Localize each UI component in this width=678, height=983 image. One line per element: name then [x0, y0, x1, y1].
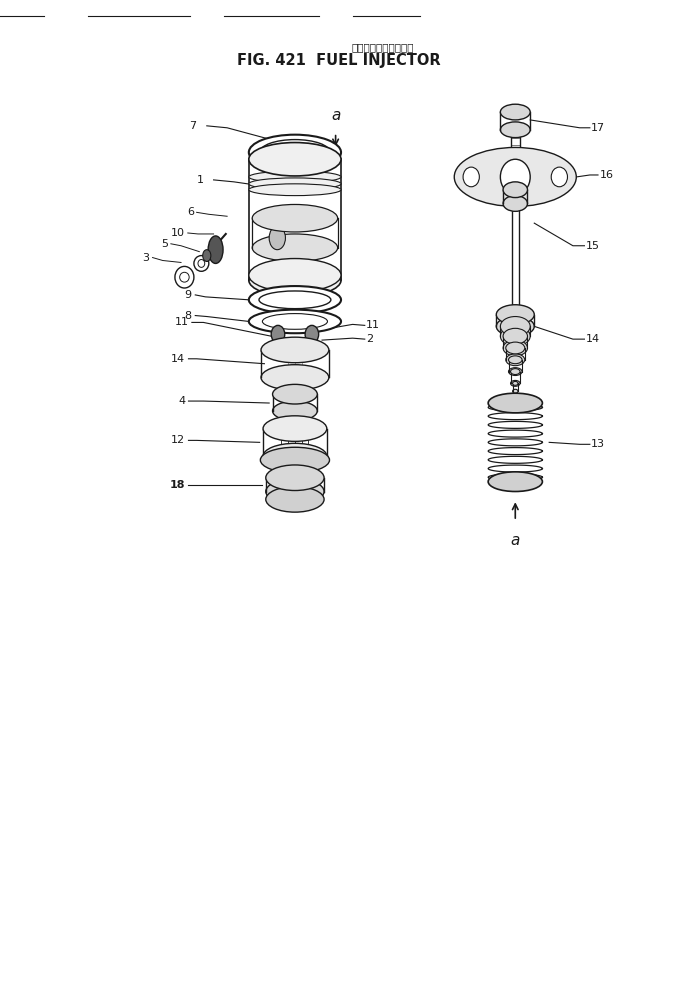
Ellipse shape: [180, 272, 189, 282]
Ellipse shape: [500, 122, 530, 138]
Ellipse shape: [203, 250, 211, 261]
Ellipse shape: [249, 171, 341, 183]
Text: 3: 3: [142, 253, 149, 262]
Ellipse shape: [261, 365, 329, 390]
Ellipse shape: [273, 384, 317, 404]
Text: 5: 5: [161, 239, 168, 249]
Ellipse shape: [249, 135, 341, 170]
Ellipse shape: [249, 178, 341, 190]
Ellipse shape: [198, 260, 205, 267]
Ellipse shape: [513, 389, 518, 393]
Ellipse shape: [508, 310, 522, 319]
Ellipse shape: [249, 143, 341, 176]
Ellipse shape: [261, 337, 329, 363]
Ellipse shape: [249, 263, 341, 297]
Ellipse shape: [263, 416, 327, 441]
Text: 18: 18: [170, 480, 185, 490]
Text: FIG. 421  FUEL INJECTOR: FIG. 421 FUEL INJECTOR: [237, 53, 441, 69]
Text: 2: 2: [366, 334, 374, 344]
Ellipse shape: [249, 310, 341, 333]
Ellipse shape: [511, 380, 520, 386]
Ellipse shape: [500, 317, 530, 336]
Ellipse shape: [194, 256, 209, 271]
Ellipse shape: [263, 443, 327, 469]
Text: 11: 11: [366, 320, 380, 330]
Text: 7: 7: [189, 121, 197, 131]
Ellipse shape: [266, 487, 324, 512]
Ellipse shape: [551, 167, 567, 187]
Ellipse shape: [269, 226, 285, 250]
Ellipse shape: [208, 236, 223, 263]
Text: 12: 12: [171, 435, 185, 445]
Ellipse shape: [260, 140, 330, 165]
Ellipse shape: [503, 340, 527, 356]
Ellipse shape: [506, 342, 525, 354]
Ellipse shape: [463, 167, 479, 187]
Text: 8: 8: [184, 311, 192, 320]
Ellipse shape: [266, 479, 324, 504]
Ellipse shape: [506, 354, 525, 366]
Ellipse shape: [271, 419, 319, 438]
Text: フェエルインジェクタ: フェエルインジェクタ: [352, 42, 414, 52]
Ellipse shape: [175, 266, 194, 288]
Text: 14: 14: [586, 334, 600, 344]
Ellipse shape: [500, 326, 530, 346]
Ellipse shape: [249, 259, 341, 292]
Ellipse shape: [252, 204, 338, 232]
Ellipse shape: [259, 291, 331, 309]
Ellipse shape: [488, 472, 542, 492]
Ellipse shape: [252, 234, 338, 261]
Ellipse shape: [503, 196, 527, 211]
Ellipse shape: [262, 314, 327, 329]
Ellipse shape: [260, 447, 330, 473]
Ellipse shape: [305, 325, 319, 343]
Ellipse shape: [496, 317, 534, 336]
Ellipse shape: [266, 465, 324, 491]
Text: 14: 14: [171, 354, 185, 364]
Text: 15: 15: [586, 241, 600, 251]
Ellipse shape: [249, 286, 341, 314]
Ellipse shape: [513, 381, 518, 385]
Ellipse shape: [508, 368, 522, 376]
Ellipse shape: [500, 104, 530, 120]
Text: a: a: [331, 108, 340, 123]
Text: 6: 6: [187, 207, 194, 217]
Text: a: a: [511, 533, 520, 548]
Ellipse shape: [249, 184, 341, 196]
Ellipse shape: [488, 393, 542, 413]
Ellipse shape: [281, 387, 308, 401]
Ellipse shape: [511, 369, 520, 375]
Ellipse shape: [508, 356, 522, 364]
Ellipse shape: [503, 328, 527, 344]
Ellipse shape: [275, 342, 315, 358]
Ellipse shape: [454, 147, 576, 206]
Text: 17: 17: [591, 123, 605, 133]
Ellipse shape: [271, 468, 319, 488]
Text: 11: 11: [174, 318, 188, 327]
Text: 9: 9: [184, 290, 192, 300]
Ellipse shape: [500, 159, 530, 195]
Ellipse shape: [271, 325, 285, 343]
Text: 4: 4: [178, 396, 185, 406]
Text: 1: 1: [197, 175, 203, 185]
Text: 10: 10: [171, 228, 185, 238]
Text: 16: 16: [599, 170, 614, 180]
Ellipse shape: [496, 305, 534, 324]
Text: 13: 13: [591, 439, 605, 449]
Ellipse shape: [503, 182, 527, 198]
Ellipse shape: [273, 401, 317, 421]
